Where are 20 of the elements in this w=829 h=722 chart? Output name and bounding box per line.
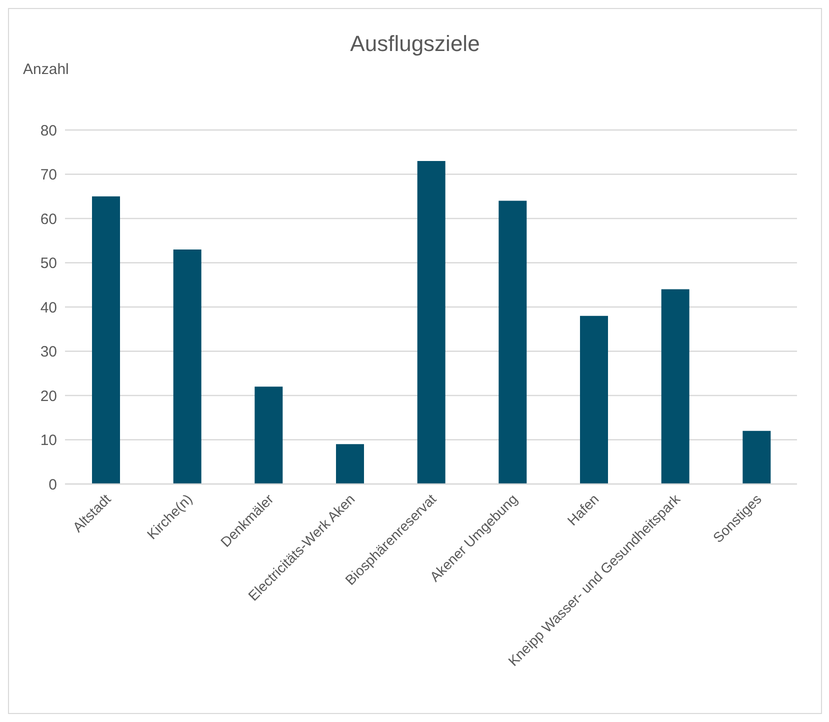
bar: [498, 200, 527, 484]
y-tick-label: 30: [40, 344, 57, 361]
bar: [173, 249, 202, 484]
bar: [336, 444, 364, 484]
y-tick-label: 50: [40, 255, 57, 272]
bar: [580, 316, 608, 484]
y-tick-label: 70: [40, 166, 57, 184]
y-axis-title: Anzahl: [23, 61, 69, 78]
y-tick-label: 60: [40, 210, 57, 228]
chart-title: Ausflugsziele: [349, 31, 481, 57]
bar: [417, 160, 446, 484]
y-tick-label: 40: [40, 299, 57, 316]
bar: [254, 386, 283, 484]
y-tick-label: 0: [48, 476, 57, 494]
bar: [661, 289, 690, 484]
y-tick-label: 20: [40, 388, 57, 405]
y-tick-label: 10: [40, 432, 57, 450]
bar: [92, 196, 120, 484]
bar: [742, 430, 771, 484]
y-tick-label: 80: [40, 122, 57, 140]
